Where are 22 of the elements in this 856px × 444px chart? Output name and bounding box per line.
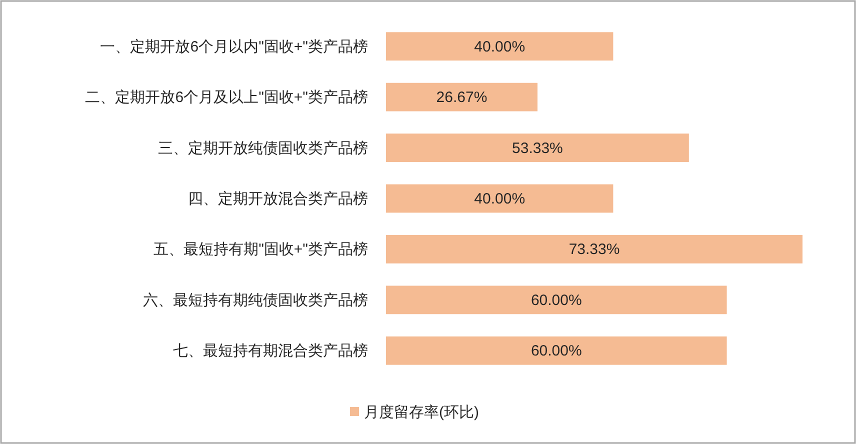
data-label: 40.00%: [474, 38, 526, 56]
legend-label: 月度留存率(环比): [364, 404, 479, 421]
y-tick-label: 七、最短持有期混合类产品榜: [173, 342, 368, 360]
y-tick-label: 二、定期开放6个月及以上"固收+"类产品榜: [85, 89, 368, 106]
bar: [386, 235, 803, 264]
y-tick-label: 四、定期开放混合类产品榜: [188, 190, 368, 208]
y-tick-label: 三、定期开放纯债固收类产品榜: [158, 140, 368, 157]
bar: [386, 82, 538, 112]
y-tick-label: 六、最短持有期纯债固收类产品榜: [143, 292, 368, 309]
bar: [386, 184, 614, 213]
data-label: 53.33%: [512, 140, 563, 157]
y-tick-label: 一、定期开放6个月以内"固收+"类产品榜: [100, 38, 368, 56]
bar: [386, 32, 614, 61]
y-tick-label: 五、最短持有期"固收+"类产品榜: [154, 241, 368, 258]
bar: [386, 134, 689, 162]
bar: [386, 286, 727, 314]
bar: [386, 336, 727, 365]
data-label: 73.33%: [568, 241, 620, 258]
data-label: 60.00%: [530, 292, 582, 309]
data-label: 26.67%: [436, 89, 488, 106]
data-label: 60.00%: [530, 342, 582, 360]
data-label: 40.00%: [474, 190, 526, 208]
